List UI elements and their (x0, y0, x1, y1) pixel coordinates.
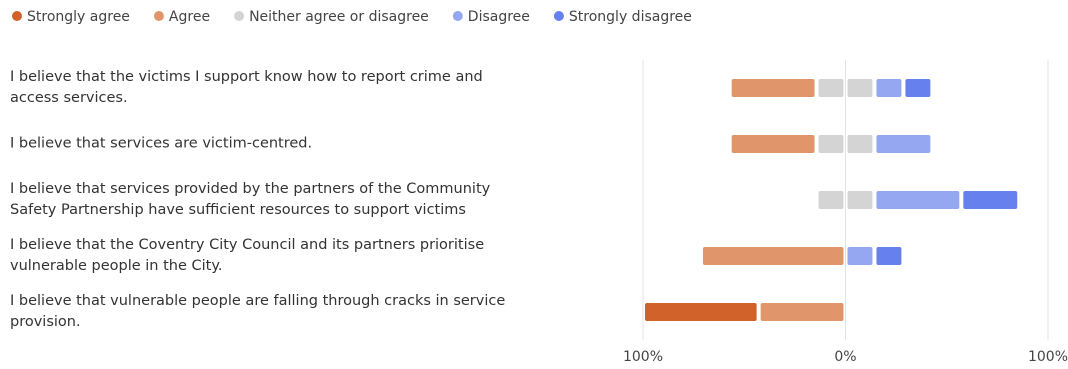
bar-segment (876, 79, 902, 97)
legend-label: Disagree (468, 9, 530, 25)
legend-label: Neither agree or disagree (249, 9, 429, 25)
bar-segment (645, 303, 757, 321)
category-label: I believe that services are victim-centr… (10, 135, 313, 152)
bar-segment (760, 303, 844, 321)
legend-dot (234, 11, 245, 21)
bar-segment (876, 135, 931, 153)
bar-segment (818, 79, 844, 97)
bar-segment (847, 191, 873, 209)
legend-dot (12, 11, 22, 21)
legend-label: Agree (169, 9, 210, 25)
bar-segment (818, 135, 844, 153)
bar-segment (847, 247, 873, 265)
bar-segment (876, 247, 902, 265)
category-label: I believe that vulnerable people are fal… (10, 293, 506, 330)
x-tick-label: 100% (623, 349, 663, 365)
category-label: I believe that services provided by the … (10, 181, 491, 218)
bar-segment (731, 135, 815, 153)
bar-segment (905, 79, 931, 97)
bar-segment (963, 191, 1018, 209)
bar-segment (702, 247, 844, 265)
bar-segment (847, 79, 873, 97)
legend-label: Strongly agree (27, 9, 130, 25)
x-tick-label: 100% (1028, 349, 1068, 365)
bar-segment (847, 135, 873, 153)
legend-dot (153, 11, 164, 21)
legend-dot (452, 11, 463, 21)
x-tick-label: 0% (834, 349, 856, 365)
legend-label: Strongly disagree (569, 9, 692, 25)
category-label: I believe that the Coventry City Council… (10, 237, 485, 274)
bar-segment (876, 191, 960, 209)
bar-segment (818, 191, 844, 209)
legend-dot (553, 11, 564, 21)
bar-segment (731, 79, 815, 97)
category-label: I believe that the victims I support kno… (10, 69, 483, 106)
